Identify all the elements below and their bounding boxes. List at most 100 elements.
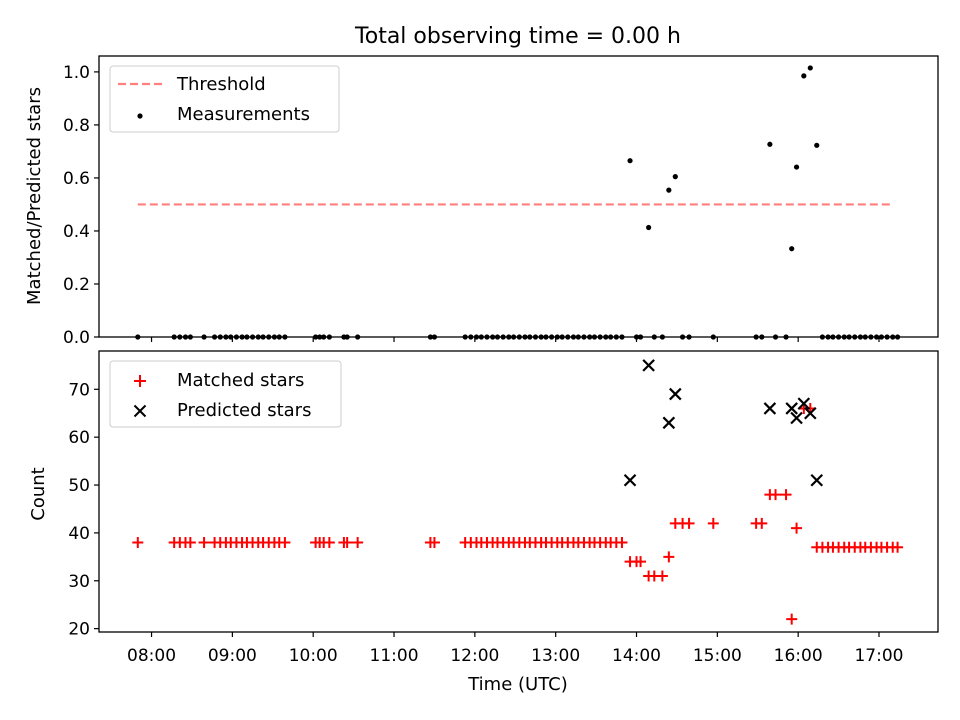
measurement-point	[884, 334, 890, 340]
predicted-star-marker	[785, 402, 798, 415]
bottom-x-tick-label: 17:00	[854, 646, 903, 666]
measurement-point	[484, 334, 490, 340]
measurement-point	[581, 334, 587, 340]
measurement-point	[868, 334, 874, 340]
measurement-point	[819, 334, 826, 340]
measurement-point	[793, 164, 800, 170]
measurement-point	[271, 334, 277, 340]
measurement-point	[570, 334, 577, 340]
matched-star-marker	[756, 517, 768, 529]
predicted-star-marker	[790, 411, 803, 425]
bottom-y-tick-label: 40	[68, 524, 90, 544]
measurement-point	[177, 334, 183, 340]
measurement-point	[575, 334, 581, 340]
measurement-point	[522, 334, 528, 340]
measurement-point	[862, 334, 868, 340]
matched-star-marker	[786, 613, 798, 625]
measurement-point	[873, 334, 880, 340]
measurement-point	[500, 334, 506, 340]
measurement-point	[468, 334, 474, 340]
matched-star-marker	[791, 522, 803, 534]
matched-star-marker	[707, 517, 719, 529]
measurement-point	[686, 334, 692, 340]
measurement-point	[427, 334, 433, 340]
matched-star-marker	[683, 517, 695, 529]
measurement-point	[538, 334, 544, 340]
bottom-y-tick-label: 70	[68, 380, 90, 400]
matched-star-marker	[198, 536, 210, 548]
measurement-point	[223, 334, 229, 340]
predicted-star-marker	[763, 402, 777, 415]
legend-matched-swatch	[134, 375, 146, 387]
measurement-point	[841, 334, 847, 340]
measurement-point	[494, 334, 501, 340]
bottom-legend: Matched stars Predicted stars	[109, 360, 342, 428]
measurement-point	[559, 334, 565, 340]
predicted-star-marker	[804, 406, 817, 420]
predicted-star-marker	[623, 473, 637, 487]
measurement-point	[565, 334, 571, 340]
measurement-point	[857, 334, 864, 340]
measurement-point	[814, 142, 820, 148]
legend-threshold-label: Threshold	[176, 74, 266, 95]
measurement-point	[233, 334, 240, 340]
measurement-point	[282, 334, 288, 340]
matched-star-marker	[341, 536, 353, 548]
bottom-x-tick-label: 09:00	[208, 646, 257, 666]
matched-star-marker	[656, 570, 668, 582]
measurement-point	[759, 334, 765, 340]
matched-star-marker	[770, 489, 782, 501]
top-y-tick-label: 0.2	[63, 275, 90, 295]
bottom-x-tick-label: 13:00	[531, 646, 580, 666]
matched-star-marker	[323, 536, 335, 548]
top-y-tick-label: 0.0	[63, 328, 90, 348]
top-legend: Threshold Measurements	[109, 65, 340, 133]
bottom-x-ticks: 08:00 09:00 10:00 11:00 12:00 13:00 14:00 15:00…	[127, 632, 903, 666]
measurement-point	[608, 334, 614, 340]
measurement-point	[506, 334, 512, 340]
matched-star-marker	[635, 556, 647, 568]
predicted-star-marker	[642, 359, 655, 372]
measurement-point	[646, 224, 652, 231]
measurement-point	[462, 334, 468, 340]
predicted-star-marker	[797, 397, 811, 410]
measurement-point	[637, 334, 644, 340]
measurement-point	[211, 334, 218, 340]
measurement-point	[344, 334, 350, 340]
predicted-star-marker	[669, 387, 682, 401]
predicted-stars-points	[623, 359, 824, 487]
measurement-point	[767, 141, 773, 147]
measurement-point	[249, 334, 256, 340]
measurement-point	[255, 334, 261, 340]
measurement-point	[591, 334, 598, 340]
bottom-panel-frame	[98, 350, 939, 633]
measurement-point	[619, 334, 625, 340]
matched-star-marker	[780, 489, 792, 501]
measurement-point	[852, 334, 858, 340]
top-y-tick-label: 0.6	[63, 169, 90, 189]
legend-measurements-swatch	[137, 113, 143, 119]
measurement-point	[217, 334, 223, 340]
top-y-tick-label: 0.8	[63, 116, 90, 136]
matched-star-marker	[428, 536, 440, 548]
measurement-point	[321, 334, 327, 340]
matched-star-marker	[184, 536, 196, 548]
bottom-y-tick-label: 60	[68, 428, 90, 448]
measurement-point	[587, 334, 593, 340]
measurement-point	[627, 158, 633, 164]
measurement-point	[244, 334, 250, 340]
measurement-point	[516, 334, 522, 340]
measurement-point	[201, 334, 207, 340]
matched-star-marker	[892, 541, 904, 553]
bottom-panel: 20 30 40 50 60 70 08:00 09:00 10:00 11:00 12:00 13…	[28, 350, 939, 695]
top-y-axis-label: Matched/Predicted stars	[24, 87, 45, 305]
measurement-point	[801, 73, 807, 79]
matched-star-marker	[279, 536, 291, 548]
bottom-y-tick-label: 20	[68, 620, 90, 640]
measurement-point	[846, 334, 852, 340]
measurement-point	[651, 334, 657, 340]
x-axis-label: Time (UTC)	[467, 674, 568, 695]
predicted-star-marker	[810, 473, 824, 487]
measurement-point	[260, 334, 266, 340]
